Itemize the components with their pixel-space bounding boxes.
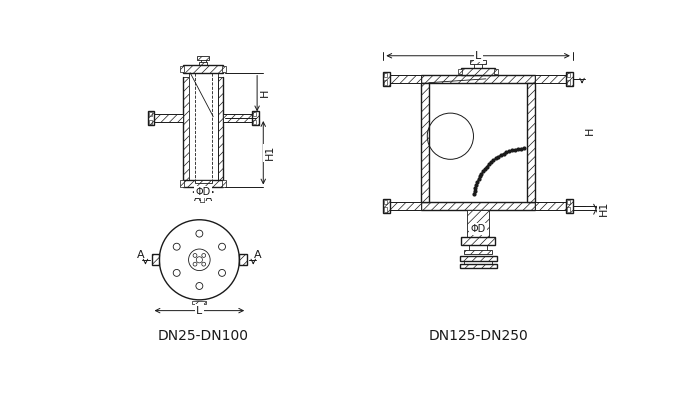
- Bar: [253, 121, 256, 124]
- Bar: [154, 114, 183, 122]
- Bar: [183, 77, 188, 180]
- Bar: [384, 207, 387, 212]
- Bar: [567, 200, 570, 204]
- Bar: [195, 180, 211, 183]
- Bar: [461, 238, 495, 245]
- Text: H: H: [585, 126, 595, 135]
- Bar: [567, 80, 570, 85]
- Bar: [188, 77, 218, 180]
- Bar: [458, 69, 462, 74]
- Bar: [148, 112, 152, 116]
- Bar: [197, 56, 209, 60]
- Bar: [223, 180, 226, 187]
- Text: H1: H1: [598, 200, 608, 216]
- Bar: [535, 202, 566, 210]
- Bar: [468, 210, 489, 239]
- Text: A－A: A－A: [194, 192, 213, 203]
- Bar: [460, 264, 496, 268]
- Bar: [223, 114, 253, 122]
- Text: H: H: [260, 88, 270, 97]
- Text: ΦD: ΦD: [195, 187, 211, 197]
- Bar: [566, 199, 573, 213]
- Bar: [180, 180, 184, 187]
- Bar: [384, 80, 387, 85]
- Bar: [148, 121, 152, 124]
- Bar: [183, 180, 223, 188]
- Bar: [253, 112, 256, 116]
- Bar: [421, 75, 535, 83]
- Bar: [180, 66, 184, 72]
- Bar: [421, 83, 429, 202]
- Bar: [391, 202, 421, 210]
- Bar: [193, 301, 206, 305]
- Text: H1: H1: [265, 145, 274, 160]
- Bar: [152, 255, 160, 265]
- Bar: [494, 69, 498, 74]
- Bar: [391, 75, 421, 83]
- Bar: [421, 202, 535, 210]
- Bar: [384, 199, 391, 213]
- Bar: [384, 200, 387, 204]
- Bar: [460, 256, 496, 260]
- Text: ΦD: ΦD: [470, 224, 486, 234]
- Text: DN25-DN100: DN25-DN100: [158, 329, 248, 343]
- Bar: [566, 72, 573, 86]
- Bar: [253, 111, 259, 125]
- Text: L: L: [196, 306, 202, 316]
- Text: DN125-DN250: DN125-DN250: [428, 329, 528, 343]
- Bar: [535, 75, 566, 83]
- Bar: [148, 111, 154, 125]
- Bar: [464, 250, 492, 255]
- Bar: [567, 72, 570, 77]
- Bar: [461, 68, 495, 75]
- Bar: [218, 77, 223, 180]
- Text: A: A: [137, 250, 145, 260]
- Bar: [567, 207, 570, 212]
- Bar: [183, 65, 223, 72]
- Bar: [199, 62, 207, 65]
- Text: L: L: [475, 51, 481, 61]
- Bar: [384, 72, 387, 77]
- Bar: [384, 72, 391, 86]
- Bar: [239, 255, 247, 265]
- Bar: [470, 59, 486, 64]
- Text: A: A: [254, 250, 262, 260]
- Bar: [223, 66, 226, 72]
- Bar: [527, 83, 535, 202]
